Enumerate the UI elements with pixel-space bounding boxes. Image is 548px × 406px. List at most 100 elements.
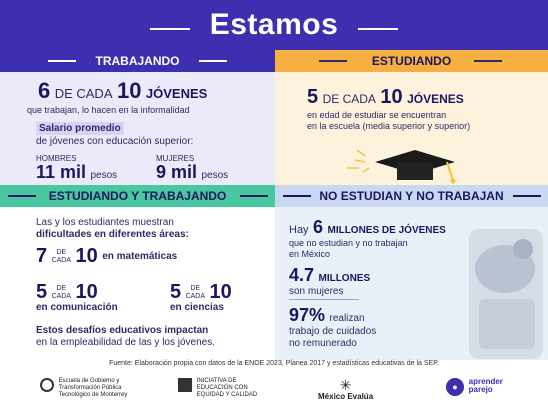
salario-title-text: Salario promedio [36,122,124,135]
logo-iniciativa-line2: EDUCACIÓN CON [196,385,248,391]
hombres-stat: 11 mil pesos [36,162,117,183]
et-outro1: Estos desafíos educativos impactan [36,325,209,336]
ne-millones-label: MILLONES DE JÓVENES [327,225,446,236]
panel-trabajando: TRABAJANDO 6 DE CADA 10 JÓVENES que trab… [0,50,275,230]
stat-de-cada: DE CADA [54,86,113,101]
mujeres-unit: pesos [201,170,229,181]
ne-pct-label: realizan [329,313,365,324]
logo-aprender-line1: aprender [468,377,503,386]
mat-stat: 7 DE CADA 10 en matemáticas [36,245,177,268]
ne-pct-stat: 97% realizan [289,305,365,326]
stat-num-10: 10 [116,78,142,103]
ne-mujeres-num: 4.7 [289,265,315,285]
mat-ten: 10 [75,245,98,267]
aprender-parejo-icon: ● [446,378,464,396]
logo-tec-line3: Tecnológico de Monterrey [58,392,128,398]
trabajando-sub: que trabajan, lo hacen en la informalida… [27,105,190,115]
bar-line [8,195,36,197]
cie-label: en ciencias [170,302,224,313]
mat-label: en matemáticas [102,251,178,262]
mat-num: 7 [36,245,48,267]
hombres-value: 11 mil [36,162,87,182]
stat-de-cada: DE CADA [322,92,376,106]
com-label: en comunicación [36,302,118,313]
com-de: DE [56,284,67,292]
ne-sub1: que no estudian y no trabajan [289,238,408,248]
bar-line [199,60,227,62]
bar-line [319,60,347,62]
ne-pct-sub1: trabajo de cuidados [289,326,377,337]
estudiando-header-bar: ESTUDIANDO [275,50,548,72]
ne-header: NO ESTUDIAN Y NO TRABAJAN [319,189,504,203]
hombres-unit: pesos [90,170,118,181]
logo-iniciativa: INICIATIVA DE EDUCACIÓN CON EQUIDAD Y CALI… [178,378,257,399]
trabajando-header-bar: TRABAJANDO [0,50,275,72]
ne-pct: 97% [289,305,326,325]
ne-mujeres-stat: 4.7 MILLONES [289,265,370,286]
estudiando-sub1: en edad de estudiar se encuentran [307,110,447,120]
laundry-basket-image [469,229,543,359]
com-cada: CADA [51,292,72,300]
page-header: Estamos [0,0,548,50]
logo-tec-line2: Transformación Pública [58,385,122,391]
page-title: Estamos [209,8,339,41]
header-line-left [150,28,190,30]
logo-row: Escuela de Gobierno y Transformación Públ… [0,374,548,406]
ne-header-bar: NO ESTUDIAN Y NO TRABAJAN [275,185,548,207]
ne-hay-stat: Hay 6 MILLONES DE JÓVENES [289,217,446,238]
bar-line [513,195,541,197]
cie-num: 5 [170,281,182,303]
estudiando-sub2: en la escuela (media superior y superior… [307,121,471,131]
mat-de-cada: DE CADA [52,249,71,265]
stat-num-5: 5 [307,86,319,108]
salario-title: Salario promedio [36,122,124,135]
bar-line [474,60,502,62]
ne-hay: Hay [289,224,309,236]
ne-mujeres-sub: son mujeres [289,286,344,297]
bar-line [240,195,268,197]
et-outro2: en la empleabilidad de las y los jóvenes… [36,337,215,348]
logo-aprender-line2: parejo [468,385,493,394]
cie-stat: 5 DE CADA 10 en ciencias [170,281,232,313]
logo-iniciativa-text: INICIATIVA DE EDUCACIÓN CON EQUIDAD Y CALI… [197,378,257,399]
mujeres-value: 9 mil [156,162,198,182]
logo-tec: Escuela de Gobierno y Transformación Públ… [40,378,127,399]
estudiando-header: ESTUDIANDO [371,54,452,68]
star-icon: ✳ [339,377,352,393]
com-stat: 5 DE CADA 10 en comunicación [36,281,118,313]
com-de-cada: DE CADA [52,285,71,301]
et-header-bar: ESTUDIANDO Y TRABAJANDO [0,185,275,207]
stat-jovenes: JÓVENES [407,92,464,106]
salario-subtitle: de jóvenes con educación superior: [36,136,194,147]
mat-de: DE [56,248,67,256]
cie-de: DE [190,284,201,292]
com-num: 5 [36,281,48,303]
cie-de-cada: DE CADA [186,285,205,301]
logo-mexico-evalua-text: México Evalúa [318,392,374,401]
graduation-cap-icon [347,149,456,184]
panel-no-estudian: NO ESTUDIAN Y NO TRABAJAN Hay 6 MILLONES… [275,185,548,360]
mujeres-label: MUJERES [156,154,195,163]
hombres-label: HOMBRES [36,154,77,163]
com-ten: 10 [75,281,98,303]
ne-pct-sub2: no remunerado [289,338,357,349]
logo-iniciativa-line3: EQUIDAD Y CALIDAD [196,392,258,398]
iniciativa-icon [178,378,192,392]
stat-jovenes: JÓVENES [145,86,208,101]
cie-cada: CADA [185,292,206,300]
stat-num-10: 10 [380,86,403,108]
trabajando-header: TRABAJANDO [95,54,180,68]
bar-line [48,60,76,62]
logo-mexico-evalua: ✳ México Evalúa [318,378,373,401]
logo-aprender-text: aprender parejo [469,378,503,394]
bar-line [283,195,311,197]
et-intro1: Las y los estudiantes muestran [36,217,174,228]
et-intro2: dificultades en diferentes áreas: [36,229,189,240]
ne-millones-num: 6 [313,217,324,237]
panel-estudiando-trabajando: ESTUDIANDO Y TRABAJANDO Las y los estudi… [0,185,275,360]
logo-tec-text: Escuela de Gobierno y Transformación Públ… [59,378,128,399]
logo-tec-line1: Escuela de Gobierno y [58,378,120,384]
mujeres-stat: 9 mil pesos [156,162,228,183]
mat-cada: CADA [51,256,72,264]
tec-seal-icon [40,378,54,392]
